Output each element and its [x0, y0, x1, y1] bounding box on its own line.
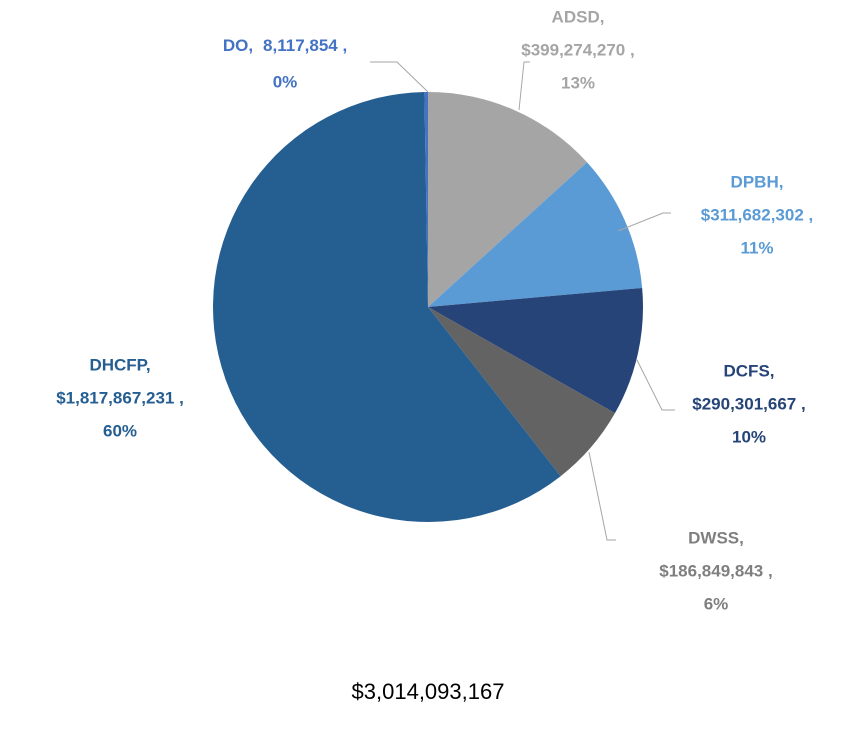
pie-slice: [212, 92, 561, 522]
data-label: DO, 8,117,854 ,: [223, 36, 347, 55]
leader-line: [617, 212, 671, 232]
category-label: DO,: [223, 36, 253, 55]
percent-label: 11%: [740, 238, 773, 257]
value-label: $1,817,867,231 ,: [56, 388, 184, 407]
percent-label: 0%: [273, 72, 298, 91]
leader-line: [370, 61, 429, 93]
value-label: $311,682,302 ,: [701, 205, 814, 224]
pie-slice: [428, 162, 643, 307]
value-label: $186,849,843 ,: [659, 561, 772, 580]
category-label: DPBH,: [731, 172, 784, 191]
leader-line: [518, 61, 530, 111]
pie-slice: [428, 287, 643, 414]
category-label: DCFS,: [724, 361, 775, 380]
percent-label: 13%: [561, 73, 595, 92]
leader-line: [588, 451, 616, 541]
footer-total: $3,014,093,167: [352, 679, 505, 704]
pie-slice: [428, 92, 587, 307]
percent-label: 10%: [732, 427, 766, 446]
leader-line: [636, 359, 675, 411]
category-label: DHCFP,: [89, 355, 150, 374]
value-label: $399,274,270 ,: [521, 40, 634, 59]
category-label: ADSD,: [552, 7, 605, 26]
pie-slice: [424, 92, 428, 307]
category-label: DWSS,: [688, 528, 744, 547]
percent-label: 60%: [103, 421, 137, 440]
value-label: $290,301,667 ,: [692, 394, 805, 413]
percent-label: 6%: [704, 594, 729, 613]
pie-slice: [428, 307, 615, 477]
value-label: 8,117,854 ,: [263, 36, 347, 55]
